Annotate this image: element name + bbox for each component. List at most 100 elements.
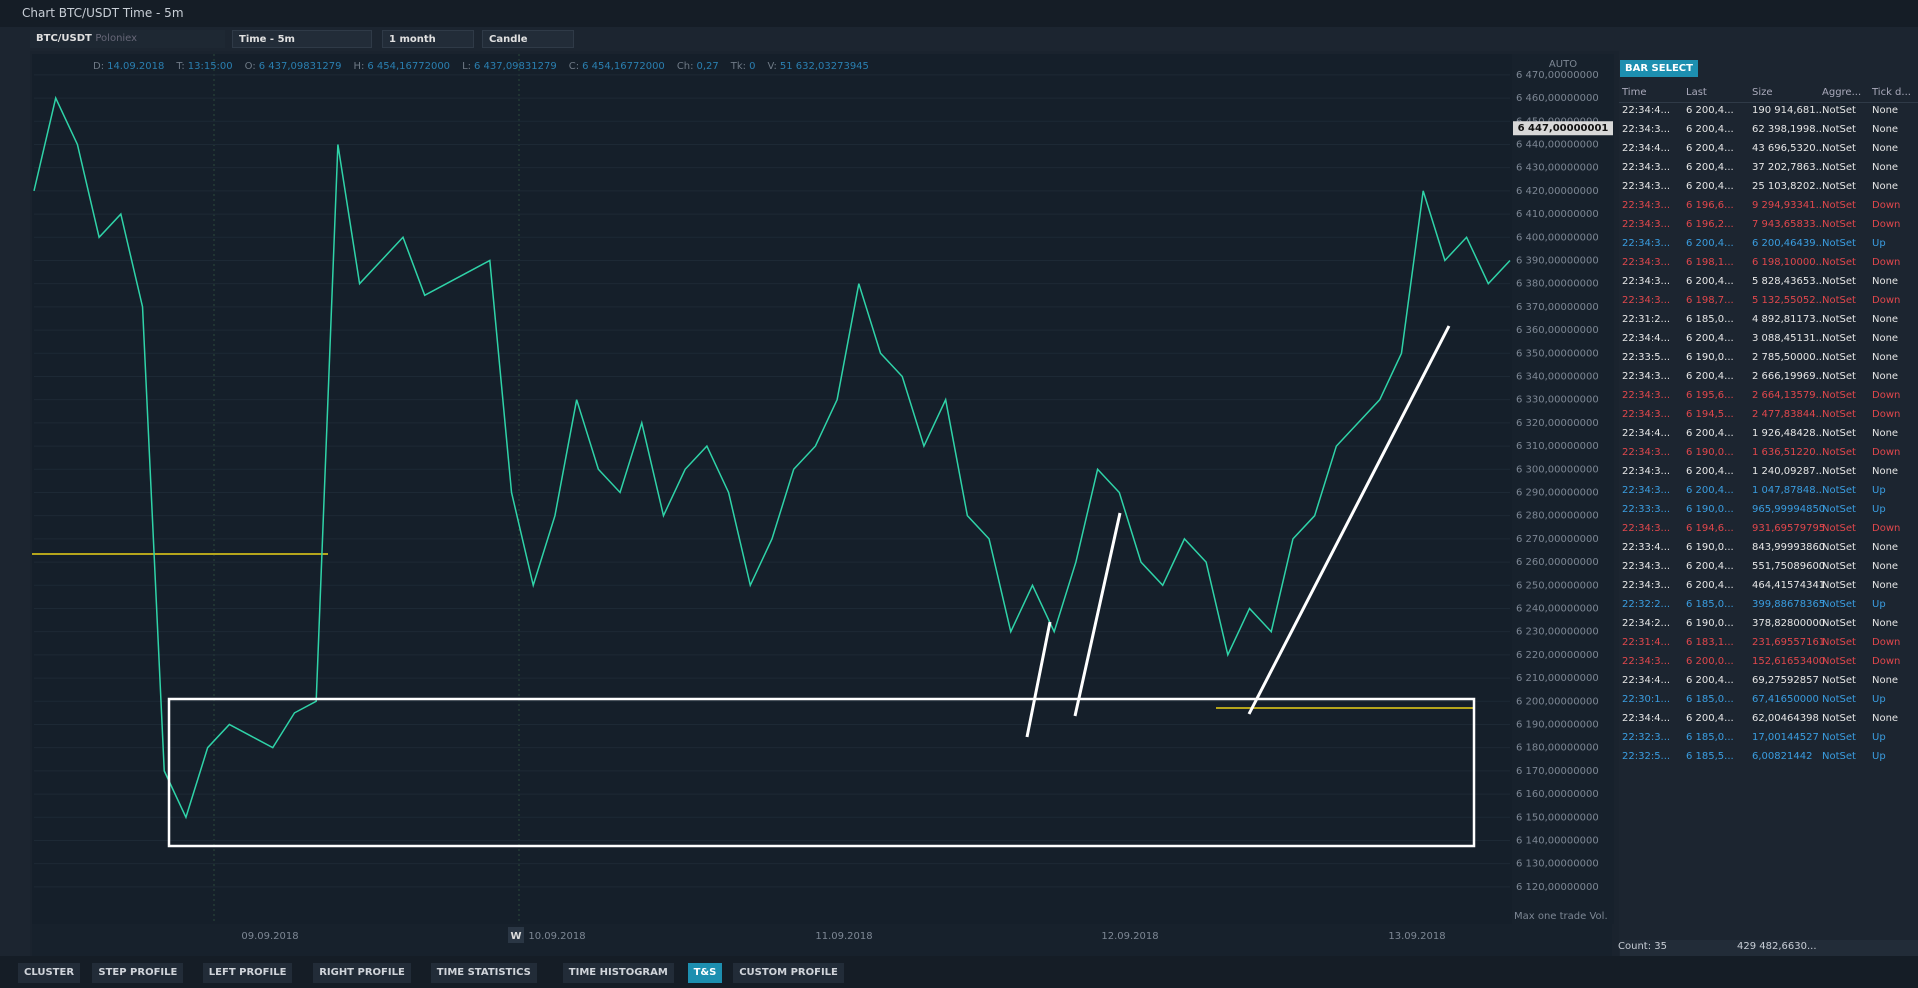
- trend-line[interactable]: [1247, 325, 1451, 715]
- period-select[interactable]: 1 month: [382, 30, 474, 48]
- ts-cell: 25 103,8202...: [1752, 181, 1826, 192]
- bar-select-button[interactable]: BAR SELECT: [1620, 60, 1698, 77]
- timeframe-select[interactable]: Time - 5m: [232, 30, 372, 48]
- ts-cell: 190 914,681...: [1752, 105, 1826, 116]
- tab[interactable]: CLUSTER: [18, 963, 81, 983]
- info-item: O: 6 437,09831279: [245, 61, 342, 72]
- ts-cell: 6 200,4...: [1686, 333, 1734, 344]
- ts-cell: 6 185,5...: [1686, 751, 1734, 762]
- tab[interactable]: TIME HISTOGRAM: [562, 963, 674, 983]
- ts-cell: 6 200,4...: [1686, 713, 1734, 724]
- ts-cell: None: [1872, 561, 1899, 572]
- ts-cell: 22:34:4...: [1622, 333, 1671, 344]
- ts-cell: NotSet: [1822, 314, 1856, 325]
- style-select[interactable]: Candle: [482, 30, 574, 48]
- ts-cell: 6 200,4...: [1686, 181, 1734, 192]
- tab[interactable]: T&S: [687, 963, 723, 983]
- tab[interactable]: RIGHT PROFILE: [313, 963, 411, 983]
- y-tick-label: 6 470,00000000: [1516, 70, 1599, 81]
- ts-cell: Down: [1872, 390, 1901, 401]
- y-tick-label: 6 120,00000000: [1516, 882, 1599, 893]
- ts-cell: 6 183,1...: [1686, 637, 1734, 648]
- ts-cell: NotSet: [1822, 352, 1856, 363]
- y-tick-label: 6 140,00000000: [1516, 835, 1599, 846]
- ts-cell: NotSet: [1822, 751, 1856, 762]
- ts-cell: Up: [1872, 485, 1886, 496]
- ts-cell: 2 666,19969...: [1752, 371, 1826, 382]
- ts-cell: 6 185,0...: [1686, 599, 1734, 610]
- ts-cell: None: [1872, 143, 1899, 154]
- ts-cell: 6,00821442: [1752, 751, 1813, 762]
- ts-cell: NotSet: [1822, 466, 1856, 477]
- symbol-box[interactable]: BTC/USDT Poloniex: [30, 30, 225, 48]
- ts-cell: 62,00464398: [1752, 713, 1819, 724]
- info-item: D: 14.09.2018: [93, 61, 164, 72]
- title-bar: [0, 0, 1918, 27]
- x-tick-label: 09.09.2018: [241, 931, 298, 942]
- y-tick-label: 6 460,00000000: [1516, 93, 1599, 104]
- ts-cell: 5 132,55052...: [1752, 295, 1826, 306]
- tab[interactable]: TIME STATISTICS: [430, 963, 537, 983]
- ts-cell: 1 636,51220...: [1752, 447, 1826, 458]
- tab[interactable]: STEP PROFILE: [92, 963, 184, 983]
- y-tick-label: 6 130,00000000: [1516, 859, 1599, 870]
- ts-cell: 69,27592857: [1752, 675, 1819, 686]
- ts-cell: None: [1872, 314, 1899, 325]
- ts-cell: NotSet: [1822, 694, 1856, 705]
- ts-cell: 22:34:3...: [1622, 371, 1671, 382]
- ts-cell: 6 198,1...: [1686, 257, 1734, 268]
- ts-cell: NotSet: [1822, 200, 1856, 211]
- ts-cell: NotSet: [1822, 276, 1856, 287]
- info-item: L: 6 437,09831279: [462, 61, 557, 72]
- info-value: 0,27: [696, 61, 719, 72]
- ts-cell: Up: [1872, 599, 1886, 610]
- ts-cell: 6 196,6...: [1686, 200, 1734, 211]
- count-value: 35: [1654, 941, 1667, 952]
- info-value: 13:15:00: [187, 61, 233, 72]
- ts-cell: None: [1872, 276, 1899, 287]
- ts-cell: 22:34:3...: [1622, 200, 1671, 211]
- ts-cell: Down: [1872, 295, 1901, 306]
- ts-cell: 6 200,4...: [1686, 238, 1734, 249]
- ts-cell: None: [1872, 542, 1899, 553]
- drawn-rectangle[interactable]: [167, 697, 1476, 848]
- ts-cell: 464,41574341: [1752, 580, 1826, 591]
- tab[interactable]: CUSTOM PROFILE: [733, 963, 844, 983]
- info-item: Tk: 0: [731, 61, 756, 72]
- ts-cell: 931,69579795: [1752, 523, 1826, 534]
- tab[interactable]: LEFT PROFILE: [202, 963, 293, 983]
- ts-cell: 9 294,93341...: [1752, 200, 1826, 211]
- ts-cell: 22:34:3...: [1622, 447, 1671, 458]
- ts-cell: 43 696,5320...: [1752, 143, 1826, 154]
- ts-cell: Down: [1872, 219, 1901, 230]
- ts-count: Count: 35: [1618, 941, 1667, 952]
- ts-cell: 22:32:5...: [1622, 751, 1671, 762]
- ts-cell: 378,82800000: [1752, 618, 1826, 629]
- ts-cell: 22:34:3...: [1622, 162, 1671, 173]
- x-tick-label: 10.09.2018: [528, 931, 585, 942]
- ts-cell: 22:34:4...: [1622, 105, 1671, 116]
- ts-cell: 6 194,5...: [1686, 409, 1734, 420]
- x-tick-label: 13.09.2018: [1388, 931, 1445, 942]
- y-tick-label: 6 230,00000000: [1516, 627, 1599, 638]
- y-tick-label: 6 180,00000000: [1516, 743, 1599, 754]
- ts-cell: Up: [1872, 694, 1886, 705]
- ts-cell: NotSet: [1822, 238, 1856, 249]
- ts-cell: Down: [1872, 637, 1901, 648]
- y-tick-label: 6 420,00000000: [1516, 186, 1599, 197]
- ts-cell: 22:34:3...: [1622, 219, 1671, 230]
- ts-cell: 6 198,7...: [1686, 295, 1734, 306]
- ts-cell: 37 202,7863...: [1752, 162, 1826, 173]
- y-tick-label: 6 360,00000000: [1516, 325, 1599, 336]
- ts-cell: 67,41650000: [1752, 694, 1819, 705]
- ts-cell: 22:30:1...: [1622, 694, 1671, 705]
- ts-cell: 6 200,4...: [1686, 675, 1734, 686]
- ts-cell: None: [1872, 333, 1899, 344]
- ts-cell: 22:34:2...: [1622, 618, 1671, 629]
- ts-cell: 22:34:3...: [1622, 238, 1671, 249]
- trend-line[interactable]: [1073, 512, 1122, 717]
- ts-cell: 6 200,4...: [1686, 371, 1734, 382]
- ts-cell: NotSet: [1822, 637, 1856, 648]
- trend-line[interactable]: [1025, 621, 1052, 738]
